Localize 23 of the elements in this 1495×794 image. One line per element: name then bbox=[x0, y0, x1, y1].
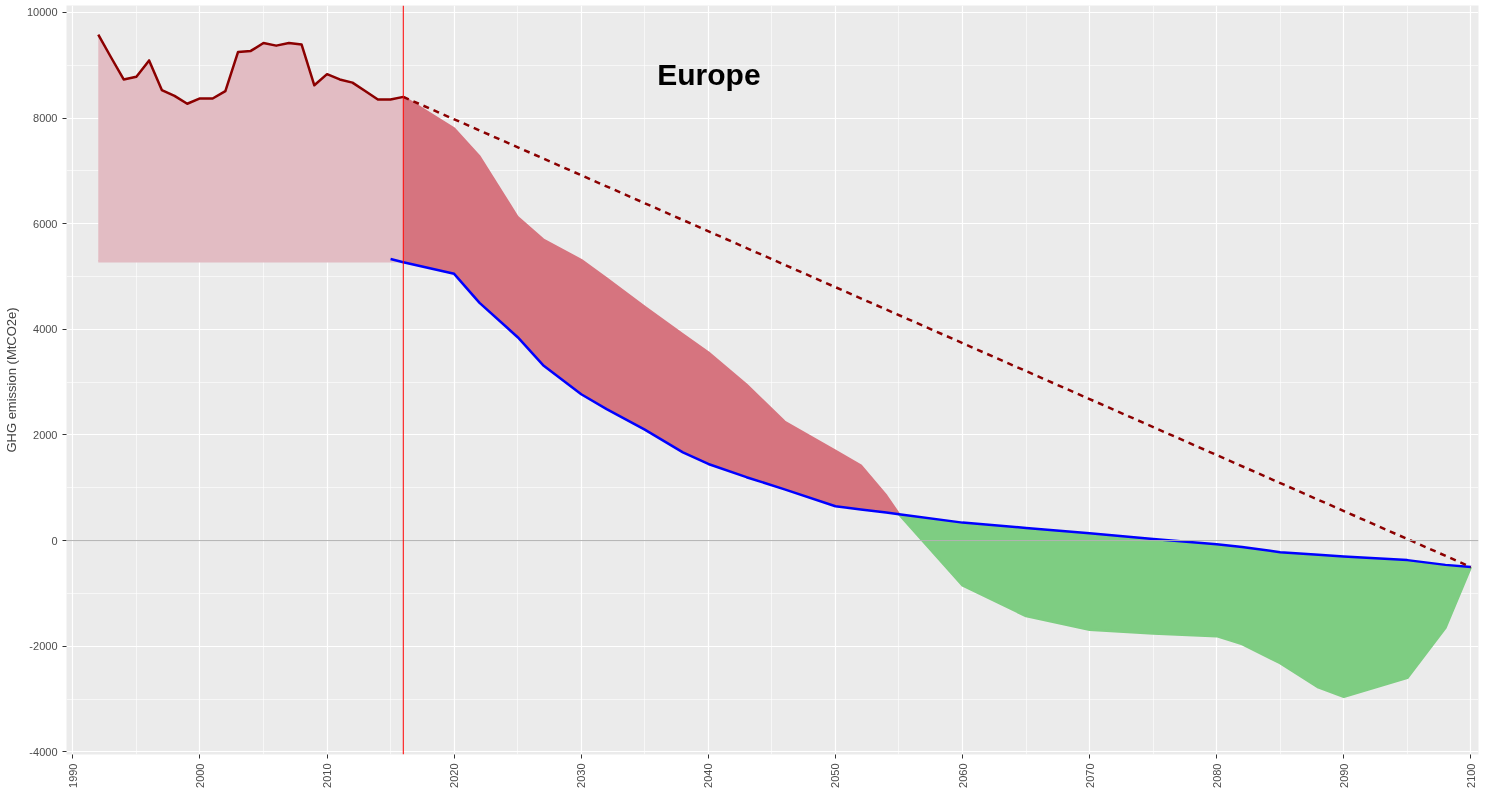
x-tick-label: 2010 bbox=[321, 763, 334, 788]
x-tick-label: 1990 bbox=[66, 763, 79, 788]
y-axis-title: GHG emission (MtCO2e) bbox=[3, 307, 19, 453]
line-series bbox=[389, 257, 1473, 569]
x-tick-label: 2020 bbox=[448, 763, 461, 788]
text: Europe bbox=[657, 57, 761, 91]
x-tick-label: 2030 bbox=[575, 763, 588, 788]
y-tick-label: -2000 bbox=[29, 640, 58, 653]
x-tick-label: 2100 bbox=[1464, 763, 1477, 788]
y-tick-label: 2000 bbox=[33, 428, 58, 441]
x-tick-label: 2050 bbox=[829, 763, 842, 788]
y-tick-label: 6000 bbox=[33, 217, 58, 230]
x-tick-label: 2060 bbox=[956, 763, 969, 788]
y-tick-label: 10000 bbox=[26, 6, 58, 19]
x-tick-label: 2000 bbox=[193, 763, 206, 788]
x-tick-label: 2090 bbox=[1337, 763, 1350, 788]
y-tick-label: 8000 bbox=[33, 112, 58, 125]
x-tick-label: 2040 bbox=[702, 763, 715, 788]
y-tick-label: 4000 bbox=[33, 323, 58, 336]
y-tick-label: 0 bbox=[51, 534, 58, 547]
x-tick-label: 2080 bbox=[1210, 763, 1223, 788]
x-tick-label: 2070 bbox=[1083, 763, 1096, 788]
y-tick-label: -4000 bbox=[29, 745, 58, 758]
